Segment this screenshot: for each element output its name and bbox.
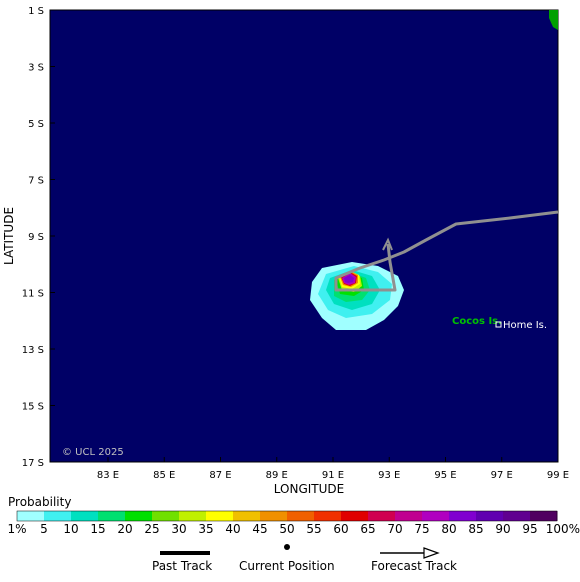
colorbar-swatch (260, 511, 288, 521)
storm-track (334, 210, 559, 292)
forecast-arrow-icon (423, 547, 440, 559)
colorbar-swatch (152, 511, 180, 521)
latitude-ticks: 1 S 3 S 5 S 7 S 9 S 11 S 13 S 15 S 17 S (22, 6, 55, 469)
probability-colorbar (16, 510, 558, 522)
lat-tick-label: 17 S (22, 458, 44, 469)
colorbar-swatch (179, 511, 207, 521)
lat-tick-label: 1 S (28, 6, 44, 17)
lon-tick-label: 89 E (266, 470, 288, 481)
current-position-symbol (284, 544, 290, 550)
colorbar-swatch (206, 511, 234, 521)
colorbar-swatch (368, 511, 396, 521)
land-mass (549, 10, 558, 30)
lon-tick-label: 97 E (491, 470, 513, 481)
legend-tick-label: 30 (171, 522, 187, 536)
colorbar-swatch (476, 511, 504, 521)
lat-tick-label: 3 S (28, 63, 44, 74)
colorbar-swatch (341, 511, 369, 521)
legend-tick-label: 90 (495, 522, 511, 536)
legend-tick-label: 5 (40, 522, 48, 536)
colorbar-swatch (530, 511, 558, 521)
place-label-home: Home Is. (503, 320, 547, 331)
longitude-ticks: 83 E 85 E 87 E 89 E 91 E 93 E 95 E 97 E 99 E (97, 457, 569, 481)
colorbar-swatch (125, 511, 153, 521)
legend-tick-label: 70 (387, 522, 403, 536)
legend-tick-label: 95 (522, 522, 538, 536)
lon-tick-label: 93 E (378, 470, 400, 481)
lon-tick-label: 83 E (97, 470, 119, 481)
lat-tick-label: 15 S (22, 402, 44, 413)
legend-tick-label: 65 (360, 522, 376, 536)
lon-tick-label: 99 E (547, 470, 569, 481)
place-label-cocos: Cocos Is. (452, 316, 502, 327)
lon-tick-label: 87 E (209, 470, 231, 481)
map-plot-area (49, 9, 559, 463)
colorbar-swatch (395, 511, 423, 521)
legend-tick-label: 35 (198, 522, 214, 536)
y-axis-title: LATITUDE (2, 207, 16, 265)
legend-tick-label: 60 (333, 522, 349, 536)
lon-tick-label: 95 E (434, 470, 456, 481)
colorbar-swatch (449, 511, 477, 521)
past-track-label: Past Track (152, 559, 213, 573)
colorbar-swatch (71, 511, 99, 521)
town-marker (495, 321, 502, 328)
lat-tick-label: 11 S (22, 289, 44, 300)
current-position-label: Current Position (239, 559, 335, 573)
legend-tick-label: 25 (144, 522, 160, 536)
forecast-track-label: Forecast Track (371, 559, 457, 573)
lat-tick-label: 13 S (22, 345, 44, 356)
legend-tick-label: 80 (441, 522, 457, 536)
legend-tick-label: 100% (545, 522, 580, 536)
lat-tick-label: 7 S (28, 176, 44, 187)
legend-tick-label: 20 (117, 522, 133, 536)
lat-tick-label: 9 S (28, 232, 44, 243)
legend-tick-label: 85 (468, 522, 484, 536)
legend-tick-label: 55 (306, 522, 322, 536)
copyright-label: © UCL 2025 (62, 447, 124, 458)
colorbar-swatch (422, 511, 450, 521)
legend-tick-label: 75 (414, 522, 430, 536)
legend-tick-label: 1% (7, 522, 27, 536)
colorbar-swatch (233, 511, 261, 521)
colorbar-swatch (503, 511, 531, 521)
colorbar-swatch (314, 511, 342, 521)
legend-tick-label: 15 (90, 522, 106, 536)
probability-swath (310, 262, 404, 330)
legend-tick-label: 45 (252, 522, 268, 536)
lon-tick-label: 91 E (322, 470, 344, 481)
x-axis-title: LONGITUDE (274, 482, 344, 496)
legend-title: Probability (8, 495, 72, 509)
colorbar-swatch (287, 511, 315, 521)
legend-tick-label: 10 (63, 522, 79, 536)
lon-tick-label: 85 E (153, 470, 175, 481)
colorbar-border (16, 510, 558, 522)
legend-tick-label: 40 (225, 522, 241, 536)
forecast-arrow-head (382, 237, 393, 251)
colorbar-swatch (17, 511, 45, 521)
lat-tick-label: 5 S (28, 119, 44, 130)
legend-tick-label: 50 (279, 522, 295, 536)
colorbar-swatch (98, 511, 126, 521)
colorbar-swatch (44, 511, 72, 521)
